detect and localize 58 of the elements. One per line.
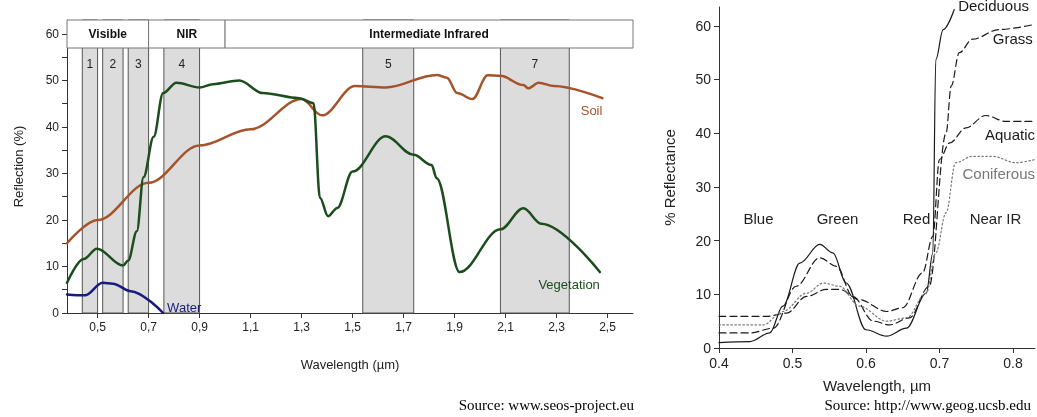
line-series [718, 155, 1036, 326]
y-tick-label: 60 [695, 17, 712, 34]
y-tick-label: 60 [45, 26, 60, 41]
band-label: NIR [176, 27, 198, 41]
x-tick-label: 2,3 [548, 320, 566, 334]
y-tick-label: 50 [45, 73, 60, 88]
annotation: Blue [743, 209, 774, 227]
x-tick-label: 2,1 [497, 320, 515, 334]
band-label: 5 [384, 56, 392, 71]
series-label: Deciduous [958, 0, 1030, 14]
y-tick-label: 30 [695, 178, 712, 195]
y-tick-label: 10 [695, 286, 712, 303]
band-label: Intermediate Infrared [369, 27, 489, 41]
x-tick-label: 1,5 [344, 320, 362, 334]
y-axis-title: Reflection (%) [11, 125, 26, 208]
annotation: Green [816, 209, 859, 227]
series-label: Soil [580, 103, 603, 119]
y-tick-label: 10 [45, 259, 60, 274]
x-tick-label: 0,9 [191, 320, 209, 334]
y-tick-label: 50 [695, 71, 712, 88]
y-tick-label: 40 [695, 125, 712, 142]
line-series [65, 73, 604, 245]
band-label: 3 [135, 56, 143, 71]
x-tick-label: 2,5 [599, 320, 617, 334]
y-axis-title: % Reflectance [661, 129, 678, 226]
x-tick-label: 0.4 [709, 355, 729, 371]
y-tick-label: 20 [695, 232, 712, 249]
line-series [65, 281, 165, 315]
band-label: 4 [178, 56, 186, 71]
annotation: Near IR [969, 209, 1022, 227]
x-axis-title: Wavelength (µm) [300, 357, 400, 372]
band-label: Visible [88, 27, 128, 41]
source-note: Source: www.seos-project.eu [458, 396, 635, 413]
series-label: Grass [992, 29, 1033, 47]
y-tick-label: 40 [45, 119, 60, 134]
series-label: Vegetation [538, 277, 600, 293]
x-tick-label: 1,7 [395, 320, 413, 334]
series-label: Coniferous [962, 164, 1035, 182]
band-label: 2 [109, 56, 117, 71]
x-tick-label: 0.6 [856, 355, 876, 371]
x-tick-label: 0,5 [89, 320, 107, 334]
band-label: 7 [531, 56, 539, 71]
x-axis-title: Wavelength, µm [822, 377, 932, 394]
source-note: Source: http://www.geog.ucsb.edu [824, 396, 1032, 413]
x-tick-label: 1,3 [293, 320, 311, 334]
x-tick-label: 1,9 [446, 320, 464, 334]
annotation: Red [902, 209, 931, 227]
series-label: Aquatic [984, 126, 1036, 144]
y-tick-label: 0 [703, 340, 712, 356]
x-tick-label: 0.7 [929, 355, 950, 371]
x-tick-label: 0.8 [1003, 355, 1023, 371]
y-tick-label: 30 [45, 166, 60, 181]
y-tick-label: 20 [45, 212, 60, 227]
x-tick-label: 0,7 [140, 320, 158, 334]
y-tick-label: 0 [52, 306, 60, 320]
x-tick-label: 1,1 [242, 320, 260, 334]
band-label: 1 [86, 56, 94, 71]
x-tick-label: 0.5 [782, 355, 803, 371]
